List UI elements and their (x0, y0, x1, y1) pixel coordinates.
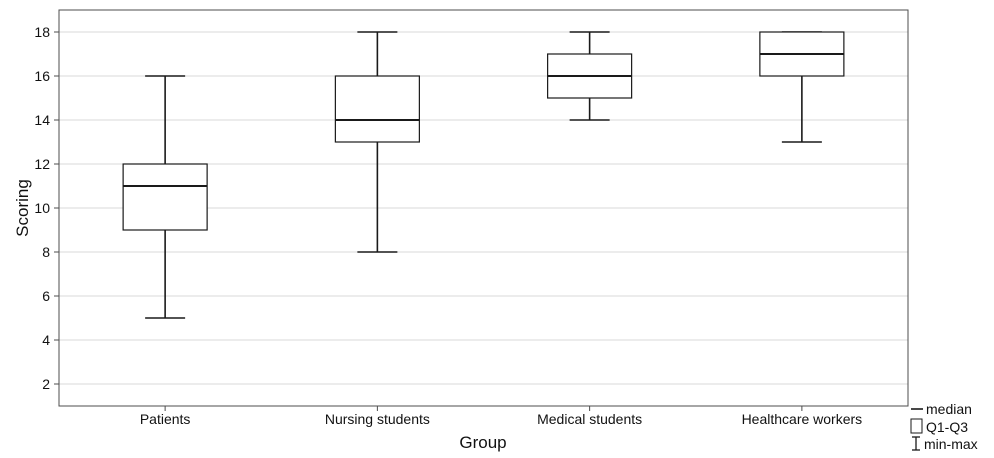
x-tick-label: Medical students (537, 411, 642, 427)
y-tick-label: 2 (42, 376, 50, 392)
iqr-box (122, 163, 208, 231)
legend-box-symbol (910, 418, 923, 434)
y-tick-label: 18 (34, 24, 50, 40)
y-tick-label: 16 (34, 68, 50, 84)
legend-minmax-label: min-max (924, 436, 978, 452)
legend-median-label: median (926, 401, 972, 417)
x-tick-label: Patients (140, 411, 191, 427)
y-axis-ticks: 2 4 6 8 10 12 14 16 18 (34, 24, 59, 392)
y-tick-label: 14 (34, 112, 50, 128)
boxes (122, 31, 845, 319)
legend: median Q1-Q3 min-max (910, 401, 978, 452)
y-tick-label: 8 (42, 244, 50, 260)
iqr-box (334, 75, 420, 143)
x-tick-label: Healthcare workers (742, 411, 863, 427)
y-tick-label: 12 (34, 156, 50, 172)
y-tick-label: 6 (42, 288, 50, 304)
box-group (547, 31, 633, 121)
x-axis-title: Group (459, 433, 506, 452)
y-tick-label: 4 (42, 332, 50, 348)
box-group (122, 75, 208, 319)
legend-whisker-symbol (912, 436, 920, 451)
y-axis-title: Scoring (13, 179, 32, 237)
x-tick-label: Nursing students (325, 411, 430, 427)
legend-q1q3-label: Q1-Q3 (926, 419, 968, 435)
box-group (334, 31, 420, 253)
box-group (759, 31, 845, 143)
y-tick-label: 10 (34, 200, 50, 216)
x-axis-ticks: Patients Nursing students Medical students… (140, 406, 862, 427)
